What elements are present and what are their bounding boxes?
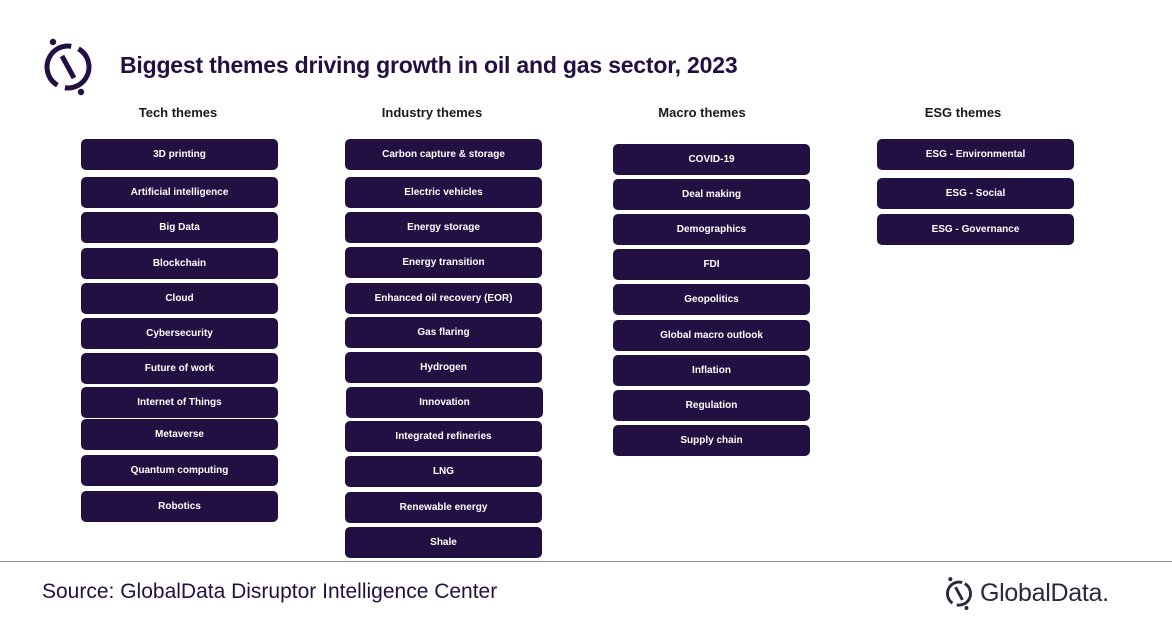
column-heading-tech: Tech themes [138,105,218,120]
brand-name: GlobalData. [980,578,1109,607]
theme-box: Energy storage [345,212,542,243]
theme-box: Artificial intelligence [81,177,278,208]
theme-box: Blockchain [81,248,278,279]
theme-box: Demographics [613,214,810,245]
theme-box: Internet of Things [81,387,278,418]
theme-box: FDI [613,249,810,280]
theme-box: Innovation [346,387,543,418]
theme-box: Enhanced oil recovery (EOR) [345,283,542,314]
theme-box: LNG [345,456,542,487]
theme-box: ESG - Social [877,178,1074,209]
theme-box: Electric vehicles [345,177,542,208]
theme-box: Cloud [81,283,278,314]
theme-box: Integrated refineries [345,421,542,452]
column-heading-macro: Macro themes [658,105,746,120]
theme-box: Robotics [81,491,278,522]
theme-box: Hydrogen [345,352,542,383]
theme-box: Deal making [613,179,810,210]
theme-box: Gas flaring [345,317,542,348]
footer-divider [0,561,1172,562]
globaldata-mark-icon [946,577,972,611]
theme-box: Metaverse [81,419,278,450]
theme-box: 3D printing [81,139,278,170]
theme-box: Global macro outlook [613,320,810,351]
theme-box: ESG - Environmental [877,139,1074,170]
theme-box: Supply chain [613,425,810,456]
theme-box: Future of work [81,353,278,384]
theme-box: Cybersecurity [81,318,278,349]
theme-box: Regulation [613,390,810,421]
globaldata-mark-icon [44,38,92,96]
theme-box: COVID-19 [613,144,810,175]
source-note: Source: GlobalData Disruptor Intelligenc… [42,580,498,603]
theme-box: Geopolitics [613,284,810,315]
theme-box: Energy transition [345,247,542,278]
theme-box: Renewable energy [345,492,542,523]
brand-logo: GlobalData. [944,575,1109,611]
theme-box: Carbon capture & storage [345,139,542,170]
column-heading-esg: ESG themes [924,105,1002,120]
theme-box: ESG - Governance [877,214,1074,245]
column-heading-industry: Industry themes [381,105,483,120]
theme-box: Shale [345,527,542,558]
theme-box: Quantum computing [81,455,278,486]
theme-box: Inflation [613,355,810,386]
theme-box: Big Data [81,212,278,243]
page-title: Biggest themes driving growth in oil and… [120,52,738,78]
